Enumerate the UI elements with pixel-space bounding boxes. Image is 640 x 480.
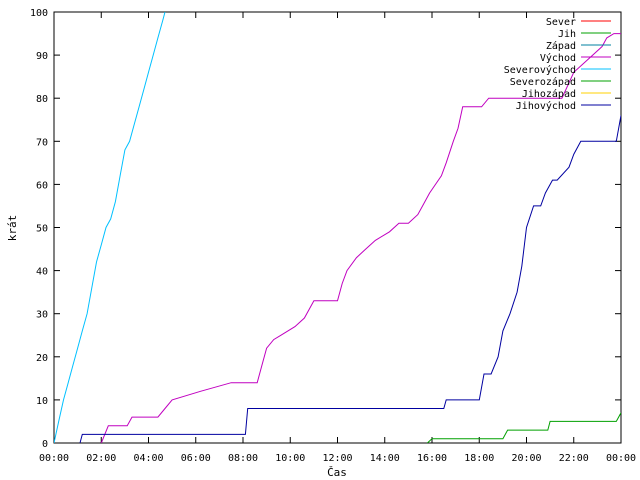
x-tick-label: 06:00: [181, 453, 211, 464]
x-tick-label: 00:00: [39, 453, 69, 464]
y-tick-label: 30: [36, 310, 48, 321]
x-tick-label: 10:00: [275, 453, 305, 464]
series-line-7: [79, 115, 621, 443]
x-tick-label: 20:00: [511, 453, 541, 464]
series-line-1: [426, 412, 621, 443]
x-axis-ticks: 00:00 02:00 04:00 06:00 08:00 10:00 12:00 14:00…: [39, 12, 636, 464]
x-tick-label: 08:00: [228, 453, 258, 464]
y-axis-title: krát: [6, 215, 19, 242]
legend-label: Východ: [540, 52, 576, 64]
y-tick-label: 100: [30, 8, 48, 19]
y-tick-label: 80: [36, 94, 48, 105]
legend-label: Jihovýchod: [516, 100, 576, 112]
y-tick-label: 10: [36, 396, 48, 407]
x-tick-label: 22:00: [559, 453, 589, 464]
legend-label: Západ: [546, 40, 576, 52]
y-tick-label: 40: [36, 267, 48, 278]
y-tick-label: 20: [36, 353, 48, 364]
x-tick-label: 04:00: [133, 453, 163, 464]
x-tick-label: 02:00: [86, 453, 116, 464]
y-tick-label: 90: [36, 51, 48, 62]
legend-label: Severozápad: [510, 76, 576, 88]
y-tick-label: 60: [36, 180, 48, 191]
y-axis-ticks: 0 10 20 30 40 50 60 70 80 90 100: [30, 8, 621, 450]
y-tick-label: 70: [36, 137, 48, 148]
series-line-3: [100, 33, 621, 443]
x-axis-title: Čas: [327, 466, 347, 479]
y-tick-label: 0: [42, 439, 48, 450]
legend-label: Sever: [546, 17, 576, 28]
legend: SeverJihZápadVýchodSeverovýchodSeverozáp…: [504, 17, 611, 112]
x-tick-label: 00:00: [606, 453, 636, 464]
x-tick-label: 14:00: [370, 453, 400, 464]
legend-label: Jih: [558, 29, 576, 40]
series-lines: [54, 12, 621, 443]
y-tick-label: 50: [36, 224, 48, 235]
series-line-4: [54, 12, 166, 443]
x-tick-label: 18:00: [464, 453, 494, 464]
x-tick-label: 16:00: [417, 453, 447, 464]
legend-label: Jihozápad: [522, 88, 576, 100]
x-tick-label: 12:00: [322, 453, 352, 464]
legend-label: Severovýchod: [504, 64, 576, 76]
